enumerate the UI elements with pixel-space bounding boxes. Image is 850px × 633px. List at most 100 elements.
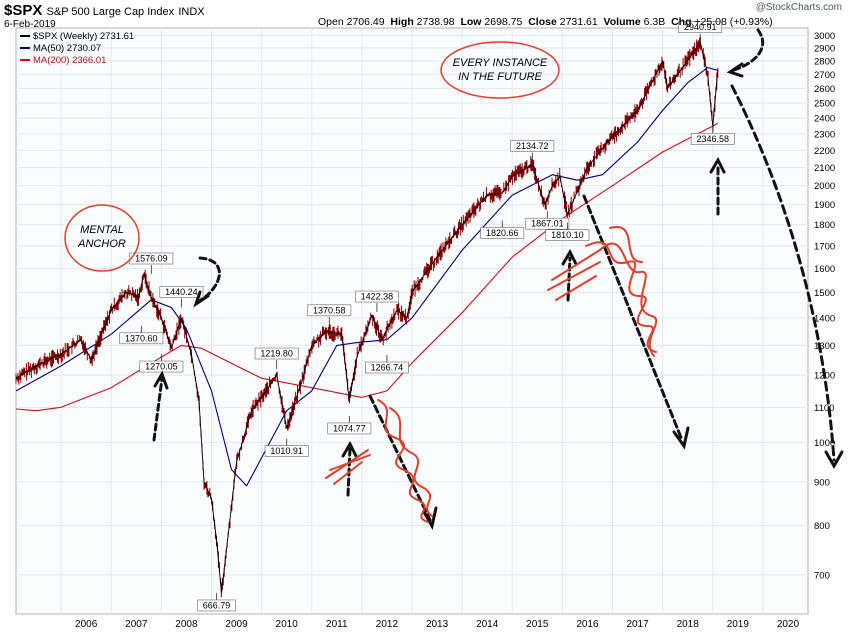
price-label-box xyxy=(365,361,409,374)
price-label-box xyxy=(197,599,236,612)
legend-item-ma50: MA(50) 2730.07 xyxy=(20,43,134,55)
x-tick-label: 2007 xyxy=(125,619,148,630)
ticker-title: $SPX S&P 500 Large Cap Index INDX xyxy=(4,2,205,19)
scribble-2016 xyxy=(547,249,601,301)
x-tick-label: 2010 xyxy=(276,619,299,630)
x-tick-label: 2012 xyxy=(376,619,399,630)
ohlc-readout: Open 2706.49 High 2738.98 Low 2698.75 Cl… xyxy=(318,16,773,28)
mental-anchor-line-2: ANCHOR xyxy=(78,238,126,250)
price-label: 1074.77 xyxy=(333,423,366,433)
price-label-box xyxy=(159,286,204,298)
every-instance-line-2: IN THE FUTURE xyxy=(458,71,542,83)
price-label: 2940.91 xyxy=(684,22,717,32)
price-label-box xyxy=(139,360,184,373)
x-tick-label: 2011 xyxy=(326,619,348,630)
x-tick-label: 2020 xyxy=(777,619,800,630)
legend: $SPX (Weekly) 2731.61 MA(50) 2730.07 MA(… xyxy=(20,31,134,67)
x-tick-label: 2015 xyxy=(526,619,549,630)
y-tick-label: 2500 xyxy=(814,98,835,109)
arrow-head-2019 xyxy=(709,156,726,174)
scribble-2012 xyxy=(377,399,429,523)
price-label-box xyxy=(510,140,555,152)
y-tick-label: 2600 xyxy=(814,84,835,95)
chart-date: 6-Feb-2019 xyxy=(4,19,56,30)
x-axis: 2006 2007 2008 2009 2010 2011 2012 2013 2014 2015… xyxy=(75,619,799,630)
arrow-head-2016b xyxy=(672,426,690,450)
y-tick-label: 1800 xyxy=(814,220,835,231)
x-tick-label: 2019 xyxy=(727,619,750,630)
price-label: 1370.58 xyxy=(313,305,346,315)
scribble-2011 xyxy=(325,449,371,485)
price-label-box xyxy=(678,21,723,34)
y-tick-label: 1100 xyxy=(814,403,834,414)
price-label: 2134.72 xyxy=(516,141,549,151)
mental-anchor-oval xyxy=(64,204,140,272)
high-label: High xyxy=(390,16,414,28)
ticker-description: S&P 500 Large Cap Index xyxy=(46,6,175,18)
scribble-2016d xyxy=(609,226,643,263)
y-tick-label: 3000 xyxy=(814,31,835,42)
every-instance-oval xyxy=(440,41,560,99)
price-label: 1810.10 xyxy=(551,230,584,240)
mental-anchor-line-1: MENTAL xyxy=(80,224,124,236)
legend-label-ma200: MA(200) 2366.01 xyxy=(33,55,107,66)
y-tick-label: 800 xyxy=(814,521,830,532)
price-label: 2346.58 xyxy=(696,134,729,144)
arrow-up-2008 xyxy=(152,376,164,442)
price-labels: 1576.09 1440.24 1370.60 1270.05 666.79 1219.8… xyxy=(119,21,735,612)
curve-arrow-head-2008 xyxy=(193,290,210,308)
ticker-exchange: INDX xyxy=(178,6,205,18)
scribble-2016b xyxy=(585,241,657,353)
legend-label-ma50: MA(50) 2730.07 xyxy=(33,43,102,54)
price-label-box xyxy=(254,347,299,360)
ticker-symbol: $SPX xyxy=(4,2,43,19)
price-label-box xyxy=(307,304,352,317)
volume-value: 6.3B xyxy=(643,16,666,28)
high-value: 2738.98 xyxy=(416,16,455,28)
price-label-box xyxy=(545,229,590,241)
arrow-down-2016 xyxy=(582,194,684,442)
price-label: 1422.38 xyxy=(361,292,394,302)
y-tick-label: 2800 xyxy=(814,56,835,67)
y-axis: 7008009001000110012001300140015001600170… xyxy=(814,31,835,582)
open-label: Open xyxy=(318,16,344,28)
price-label: 1370.60 xyxy=(125,333,158,343)
y-tick-label: 2400 xyxy=(814,114,835,125)
y-tick-label: 1400 xyxy=(814,313,835,324)
open-value: 2706.49 xyxy=(346,16,385,28)
y-tick-label: 2200 xyxy=(814,146,835,157)
x-tick-label: 2014 xyxy=(476,619,499,630)
series-line-spx xyxy=(15,42,719,594)
price-label-box xyxy=(355,290,399,303)
y-tick-label: 2900 xyxy=(814,43,835,54)
y-tick-label: 1900 xyxy=(814,200,835,211)
price-label-box xyxy=(264,445,309,457)
price-label: 1219.80 xyxy=(260,349,293,359)
low-label: Low xyxy=(460,16,482,28)
y-tick-label: 2000 xyxy=(814,181,835,192)
price-label-box xyxy=(525,217,570,230)
y-tick-label: 900 xyxy=(814,477,830,488)
arrow-head-2008 xyxy=(153,370,169,390)
mental-anchor-note: MENTAL ANCHOR xyxy=(72,223,132,251)
price-label: 1270.05 xyxy=(145,362,178,372)
arrow-down-2019 xyxy=(730,84,836,462)
x-tick-label: 2018 xyxy=(677,619,700,630)
x-tick-label: 2006 xyxy=(75,619,98,630)
every-instance-note: EVERY INSTANCE IN THE FUTURE xyxy=(445,56,555,84)
annotation-marks xyxy=(64,28,844,531)
volume-label: Volume xyxy=(603,16,641,28)
price-label-box xyxy=(119,332,164,345)
price-label: 1266.74 xyxy=(371,363,404,373)
y-tick-label: 2100 xyxy=(814,163,835,174)
close-value: 2731.61 xyxy=(559,16,598,28)
price-label-box xyxy=(690,133,735,145)
x-tick-label: 2008 xyxy=(175,619,198,630)
price-label: 1010.91 xyxy=(270,446,303,456)
price-label: 666.79 xyxy=(203,600,231,610)
price-label-box xyxy=(129,252,174,265)
price-label: 1867.01 xyxy=(531,219,564,229)
arrow-head-2019b xyxy=(824,450,844,470)
curve-arrow-2019 xyxy=(732,28,765,72)
